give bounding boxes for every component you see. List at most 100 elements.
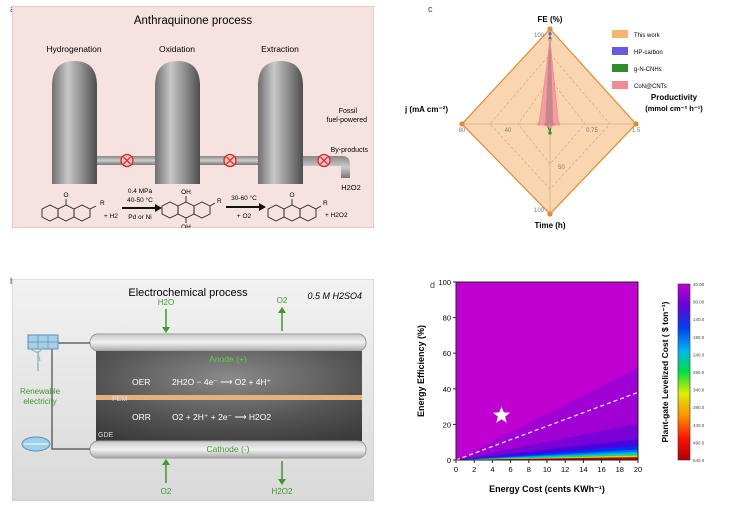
fossil-note-line1: Fossil — [339, 108, 358, 115]
oer-equation: 2H2O − 4e⁻ ⟶ O2 + 4H⁺ — [172, 377, 272, 387]
colorbar-tick-label: 40.00 — [693, 282, 705, 287]
tank-label-oxidation: Oxidation — [159, 44, 195, 54]
radar-point — [557, 122, 561, 126]
panel-d-label: d — [430, 280, 436, 290]
axis-label-j: j (mA cm⁻²) — [404, 105, 448, 114]
bottom-inlet-label: O2 — [161, 487, 172, 496]
axis-label-fe: FE (%) — [538, 15, 563, 24]
radar-point — [633, 121, 639, 127]
star-marker-icon — [492, 406, 511, 423]
outflow-arrow-head — [278, 307, 286, 313]
inflow-arrow-head — [162, 327, 170, 333]
tank-label-hydrogenation: Hydrogenation — [46, 44, 102, 54]
byproducts-label: By-products — [331, 147, 369, 154]
orr-equation: O2 + 2H⁺ + 2e⁻ ⟶ H2O2 — [172, 412, 271, 422]
outflow-arrow-head — [278, 479, 286, 485]
legend-swatch — [612, 30, 628, 38]
axis-label-time: Time (h) — [535, 221, 566, 230]
tank-hydrogenation — [52, 61, 97, 184]
x-tick-label: 6 — [509, 465, 513, 474]
step2-reagent: + O2 — [237, 213, 252, 220]
panel-d: 0 2 4 6 8 10 12 14 16 18 20 0 20 40 60 80 100 Energy Cos… — [410, 270, 736, 507]
radar-legend: This work HP-carbon g-N-CNHs CoN@CNTs — [612, 30, 667, 90]
radar-point — [547, 211, 553, 217]
x-tick-label: 12 — [561, 465, 569, 474]
y-tick-label: 100 — [438, 278, 451, 287]
h2-reagent: + H2 — [104, 213, 118, 220]
renewable-label-line2: electricity — [23, 397, 56, 406]
cathode-label: Cathode (-) — [207, 444, 250, 454]
hydro-dam-icon — [21, 436, 51, 452]
r-group-label: R — [323, 200, 328, 207]
x-tick-label: 18 — [616, 465, 624, 474]
legend-item: CoN@CNTs — [634, 84, 667, 90]
radar-point — [459, 121, 465, 127]
colorbar-tick-label: 240.0 — [693, 352, 705, 357]
legend-item: This work — [634, 33, 661, 39]
legend-swatch — [612, 47, 628, 55]
radar-point — [547, 26, 553, 32]
anode-label: Anode (+) — [209, 354, 247, 364]
gde-label: GDE — [98, 432, 114, 439]
colorbar-tick-label: 490.0 — [693, 440, 705, 445]
h2o2-product-label: H2O2 — [341, 183, 361, 192]
y-tick-label: 80 — [443, 314, 451, 323]
y-tick-label: 0 — [447, 456, 451, 465]
oer-label: OER — [132, 377, 150, 387]
axis-label-productivity-line1: Productivity — [651, 93, 698, 102]
step1-pressure: 0.4 MPa — [128, 188, 153, 195]
radar-point — [548, 131, 552, 135]
colorbar-tick-label: 190.0 — [693, 335, 705, 340]
reaction-arrow-head — [259, 203, 266, 211]
tank-extraction — [258, 61, 303, 184]
x-tick-label: 4 — [490, 465, 494, 474]
panel-a-title: Anthraquinone process — [134, 15, 253, 27]
colorbar-tick-label: 390.0 — [693, 405, 705, 410]
h2o2-reagent: + H2O2 — [325, 212, 348, 219]
oxygen-label: O — [63, 192, 68, 199]
step2-temperature: 30-60 °C — [231, 194, 257, 202]
colorbar-label: Plant-gate Levelized Cost ( $ ton⁻¹) — [660, 301, 670, 442]
anode-plate — [89, 333, 367, 352]
x-tick-label: 14 — [579, 465, 587, 474]
radar-point — [537, 122, 541, 126]
colorbar-tick-label: 290.0 — [693, 370, 705, 375]
anthrahydroquinone-structure — [161, 196, 216, 223]
radar-point — [548, 32, 552, 36]
panel-c: FE (%) j (mA cm⁻²) Productivity (mmol cm… — [390, 4, 736, 240]
tank-label-extraction: Extraction — [261, 44, 299, 54]
tick-label: 80 — [459, 128, 466, 134]
legend-item: HP-carbon — [634, 50, 663, 56]
warning-icon — [223, 153, 237, 168]
tick-label: 100 — [534, 33, 545, 39]
solar-panel-icon — [27, 334, 59, 350]
colorbar-tick-label: 340.0 — [693, 388, 705, 393]
colorbar-tick-label: 540.0 — [693, 458, 705, 463]
panel-b: Electrochemical process 0.5 M H2SO4 H2O … — [11, 278, 375, 502]
legend-item: g-N-CNHs — [634, 67, 662, 73]
fossil-note-line2: fuel-powered — [327, 117, 368, 124]
anthraquinone-structure — [41, 199, 97, 222]
x-tick-label: 16 — [597, 465, 605, 474]
r-group-label: R — [217, 198, 222, 205]
panel-c-label: c — [428, 4, 433, 14]
panel-b-title: Electrochemical process — [128, 287, 248, 299]
x-tick-label: 20 — [634, 465, 642, 474]
y-tick-label: 40 — [443, 385, 451, 394]
colorbar-tick-label: 440.0 — [693, 423, 705, 428]
top-inlet-label: H2O — [158, 298, 174, 307]
warning-icon — [120, 153, 134, 168]
colorbar-tick-label: 90.00 — [693, 300, 705, 305]
tank-oxidation — [155, 61, 200, 184]
anthraquinone-structure — [267, 199, 322, 222]
wind-turbine-icon — [29, 346, 45, 371]
axis-label-productivity-line2: (mmol cm⁻² h⁻¹) — [645, 104, 703, 113]
panel-a: Anthraquinone process Hydrogenation Oxid… — [11, 5, 375, 231]
hydroxyl-label-bottom: OH — [181, 224, 191, 228]
electrolyte-label: 0.5 M H2SO4 — [307, 291, 362, 301]
inflow-arrow-head — [162, 459, 170, 465]
tick-label: 1.5 — [632, 128, 641, 134]
colorbar-tick-label: 140.0 — [693, 317, 705, 322]
pipe-3 — [303, 156, 350, 178]
orr-label: ORR — [132, 412, 151, 422]
